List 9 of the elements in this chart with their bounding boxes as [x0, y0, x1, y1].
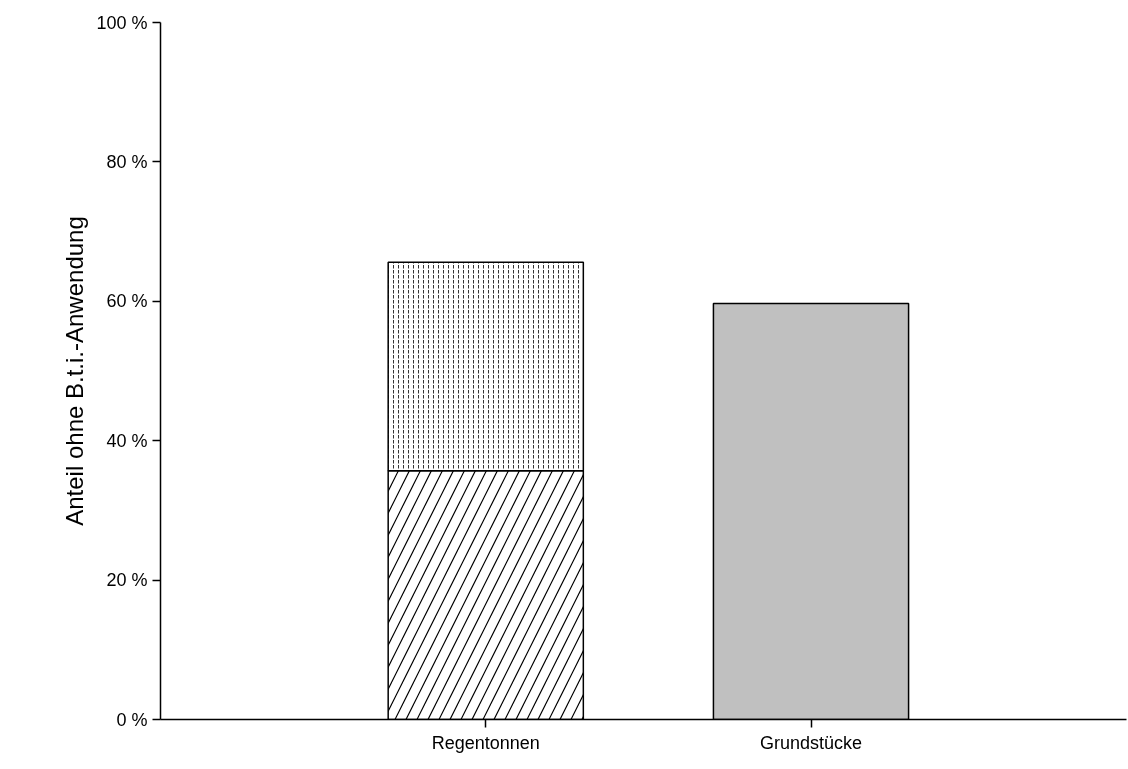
- x-tick-label: Grundstücke: [759, 732, 863, 753]
- x-tick-label: Regentonnen: [431, 732, 540, 753]
- y-tick-label: 60 %: [106, 291, 148, 312]
- y-tick-label: 100 %: [96, 12, 148, 33]
- y-tick-label: 0 %: [116, 709, 148, 730]
- y-axis-title: Anteil ohne B.t.i.-Anwendung: [61, 216, 89, 526]
- y-tick-label: 40 %: [106, 430, 148, 451]
- y-tick-label: 20 %: [106, 570, 148, 591]
- y-tick-label: 80 %: [106, 151, 148, 172]
